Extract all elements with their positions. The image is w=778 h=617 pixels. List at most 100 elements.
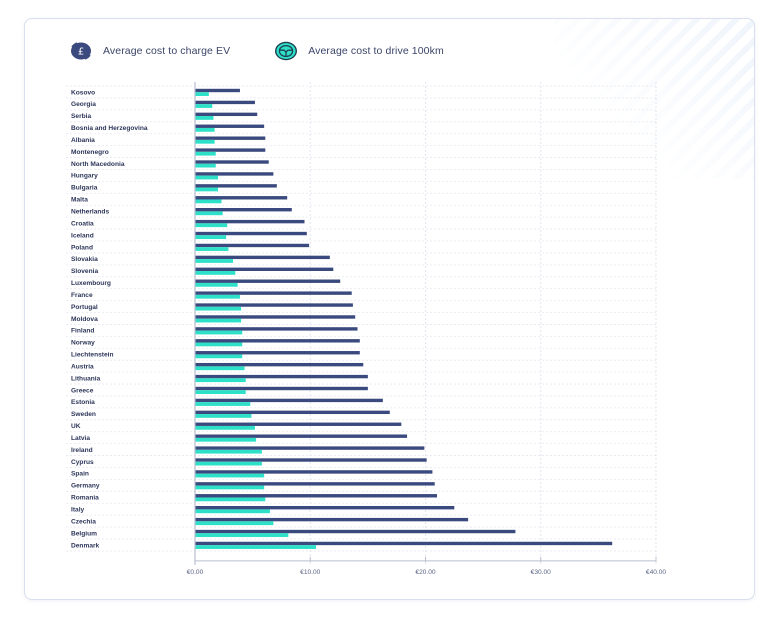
bar-drive-100km[interactable] — [195, 485, 265, 490]
bar-charge-ev[interactable] — [195, 327, 358, 331]
category-label: Serbia — [71, 113, 91, 120]
bar-charge-ev[interactable] — [195, 303, 353, 307]
legend-item-drive[interactable]: Average cost to drive 100km — [274, 41, 444, 61]
bar-drive-100km[interactable] — [195, 497, 266, 502]
category-label: Lithuania — [71, 375, 101, 382]
bar-drive-100km[interactable] — [195, 223, 228, 228]
bar-drive-100km[interactable] — [195, 330, 243, 335]
bar-drive-100km[interactable] — [195, 187, 219, 192]
bar-charge-ev[interactable] — [195, 148, 266, 152]
bar-drive-100km[interactable] — [195, 247, 229, 251]
bar-charge-ev[interactable] — [195, 279, 341, 283]
bar-charge-ev[interactable] — [195, 541, 613, 546]
bar-charge-ev[interactable] — [195, 494, 438, 498]
bar-drive-100km[interactable] — [195, 378, 246, 383]
bar-drive-100km[interactable] — [195, 163, 216, 168]
bar-drive-100km[interactable] — [195, 461, 262, 466]
category-label: Malta — [71, 197, 88, 204]
bar-drive-100km[interactable] — [195, 259, 234, 263]
category-label: Czechia — [71, 518, 96, 525]
bar-charge-ev[interactable] — [195, 374, 368, 379]
category-label: Sweden — [71, 411, 96, 418]
x-tick-label: €20.00 — [415, 569, 436, 576]
bar-drive-100km[interactable] — [195, 116, 214, 120]
bar-drive-100km[interactable] — [195, 271, 236, 275]
bar-drive-100km[interactable] — [195, 306, 242, 311]
bar-drive-100km[interactable] — [195, 235, 227, 240]
bar-drive-100km[interactable] — [195, 342, 243, 347]
bar-charge-ev[interactable] — [195, 136, 266, 140]
category-label: Hungary — [71, 173, 98, 180]
bar-charge-ev[interactable] — [195, 517, 469, 522]
category-label: Slovenia — [71, 268, 98, 275]
bar-charge-ev[interactable] — [195, 351, 360, 355]
bar-drive-100km[interactable] — [195, 402, 251, 406]
bar-charge-ev[interactable] — [195, 470, 433, 474]
bar-drive-100km[interactable] — [195, 509, 270, 514]
category-label: UK — [71, 423, 81, 430]
bar-charge-ev[interactable] — [195, 386, 368, 391]
bar-charge-ev[interactable] — [195, 362, 364, 367]
bar-drive-100km[interactable] — [195, 545, 317, 549]
bar-drive-100km[interactable] — [195, 139, 215, 144]
bar-charge-ev[interactable] — [195, 398, 383, 403]
bar-drive-100km[interactable] — [195, 318, 242, 323]
bar-charge-ev[interactable] — [195, 184, 277, 188]
bar-charge-ev[interactable] — [195, 160, 269, 164]
bar-charge-ev[interactable] — [195, 196, 288, 200]
bar-charge-ev[interactable] — [195, 231, 307, 236]
bar-charge-ev[interactable] — [195, 446, 425, 450]
bar-charge-ev[interactable] — [195, 172, 274, 176]
bar-drive-100km[interactable] — [195, 366, 245, 371]
category-label: Cyprus — [71, 459, 94, 466]
bar-drive-100km[interactable] — [195, 199, 222, 204]
bar-charge-ev[interactable] — [195, 434, 408, 438]
decorative-stripes — [554, 19, 754, 179]
bar-charge-ev[interactable] — [195, 267, 334, 271]
bar-charge-ev[interactable] — [195, 482, 435, 486]
legend-item-charge[interactable]: £ Average cost to charge EV — [69, 41, 230, 61]
bar-charge-ev[interactable] — [195, 339, 360, 343]
bar-drive-100km[interactable] — [195, 449, 262, 454]
bar-charge-ev[interactable] — [195, 458, 427, 462]
bar-drive-100km[interactable] — [195, 282, 238, 287]
x-tick-label: €0.00 — [187, 569, 204, 576]
x-tick-label: €10.00 — [300, 569, 321, 576]
bar-drive-100km[interactable] — [195, 211, 223, 216]
bar-charge-ev[interactable] — [195, 112, 258, 117]
bar-charge-ev[interactable] — [195, 208, 292, 212]
bar-drive-100km[interactable] — [195, 521, 274, 526]
bar-charge-ev[interactable] — [195, 100, 255, 105]
bar-charge-ev[interactable] — [195, 506, 455, 510]
bar-drive-100km[interactable] — [195, 390, 246, 394]
svg-text:£: £ — [78, 47, 84, 58]
bar-charge-ev[interactable] — [195, 410, 390, 415]
bar-drive-100km[interactable] — [195, 151, 216, 156]
bar-charge-ev[interactable] — [195, 88, 240, 93]
chart-legend: £ Average cost to charge EV Average cost… — [69, 41, 470, 61]
bar-charge-ev[interactable] — [195, 529, 516, 534]
bar-drive-100km[interactable] — [195, 294, 240, 299]
bar-charge-ev[interactable] — [195, 291, 352, 295]
bar-charge-ev[interactable] — [195, 422, 402, 426]
category-label: Romania — [71, 495, 99, 502]
bar-drive-100km[interactable] — [195, 104, 213, 108]
bar-drive-100km[interactable] — [195, 425, 255, 430]
bar-charge-ev[interactable] — [195, 124, 265, 128]
bar-charge-ev[interactable] — [195, 255, 330, 260]
bar-drive-100km[interactable] — [195, 473, 265, 478]
bar-drive-100km[interactable] — [195, 414, 252, 418]
bar-charge-ev[interactable] — [195, 315, 356, 319]
bar-drive-100km[interactable] — [195, 354, 243, 359]
bar-drive-100km[interactable] — [195, 437, 257, 442]
bar-drive-100km[interactable] — [195, 92, 209, 96]
steering-wheel-icon — [274, 41, 298, 61]
category-label: Greece — [71, 387, 94, 394]
bar-drive-100km[interactable] — [195, 127, 215, 132]
category-label: Georgia — [71, 101, 96, 108]
legend-label-drive: Average cost to drive 100km — [308, 45, 444, 57]
bar-drive-100km[interactable] — [195, 533, 289, 538]
bar-charge-ev[interactable] — [195, 243, 310, 248]
bar-drive-100km[interactable] — [195, 175, 219, 180]
bar-charge-ev[interactable] — [195, 219, 305, 224]
